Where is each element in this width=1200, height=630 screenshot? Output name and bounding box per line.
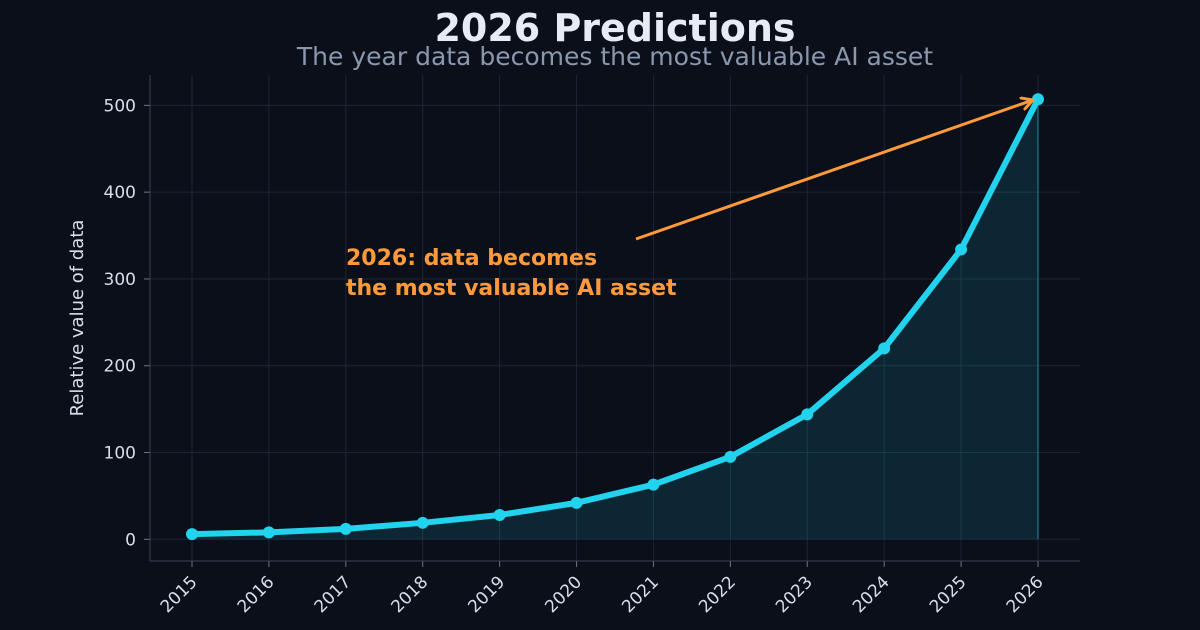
data-point-2023 <box>801 408 814 421</box>
area-fill <box>192 99 1038 540</box>
area-fill-layer <box>192 99 1039 540</box>
y-axis-label: Relative value of data <box>67 220 88 417</box>
data-point-2020 <box>570 496 583 509</box>
x-tick-label: 2016 <box>234 572 279 617</box>
x-tick-label: 2025 <box>926 572 971 617</box>
x-tick-label: 2023 <box>772 572 817 617</box>
y-tick-label: 400 <box>104 183 136 203</box>
data-point-2022 <box>724 450 737 463</box>
y-tick-labels: 0 100 200 300 400 500 <box>104 96 136 550</box>
data-points <box>186 93 1044 541</box>
data-point-2015 <box>186 528 198 541</box>
y-tick-label: 200 <box>104 357 136 377</box>
x-tick-label: 2018 <box>388 572 433 617</box>
axes <box>144 75 1080 567</box>
data-point-2021 <box>647 478 660 491</box>
data-point-2026 <box>1032 93 1044 106</box>
chart-subtitle: The year data becomes the most valuable … <box>296 42 933 71</box>
annotation-line-1: 2026: data becomes <box>346 246 597 271</box>
x-tick-label: 2022 <box>695 572 740 617</box>
series-line <box>189 96 1041 538</box>
grid <box>150 75 1080 561</box>
y-tick-label: 100 <box>104 444 136 464</box>
y-tick-label: 500 <box>104 96 136 116</box>
data-point-2016 <box>262 526 275 539</box>
data-point-2025 <box>955 243 968 256</box>
x-tick-label: 2026 <box>1003 572 1048 617</box>
y-tick-label: 0 <box>125 530 136 550</box>
x-tick-label: 2024 <box>849 572 894 617</box>
y-tick-label: 300 <box>104 270 136 290</box>
series-line-layer <box>189 96 1041 538</box>
x-tick-label: 2015 <box>157 572 202 617</box>
x-tick-labels: 2015 2016 2017 2018 2019 2020 2021 2022 2023 2024… <box>157 572 1048 617</box>
data-point-2018 <box>416 516 429 529</box>
data-point-2024 <box>878 342 891 355</box>
x-tick-label: 2021 <box>618 572 663 617</box>
annotation-line-2: the most valuable AI asset <box>346 276 677 301</box>
chart-title: 2026 Predictions <box>434 6 795 50</box>
x-tick-label: 2017 <box>311 572 356 617</box>
data-point-2017 <box>339 522 352 535</box>
data-point-2019 <box>493 509 506 522</box>
annotation: 2026: data becomes the most valuable AI … <box>346 100 1032 301</box>
x-tick-label: 2019 <box>464 572 509 617</box>
x-tick-label: 2020 <box>541 572 586 617</box>
annotation-arrow <box>635 100 1032 241</box>
